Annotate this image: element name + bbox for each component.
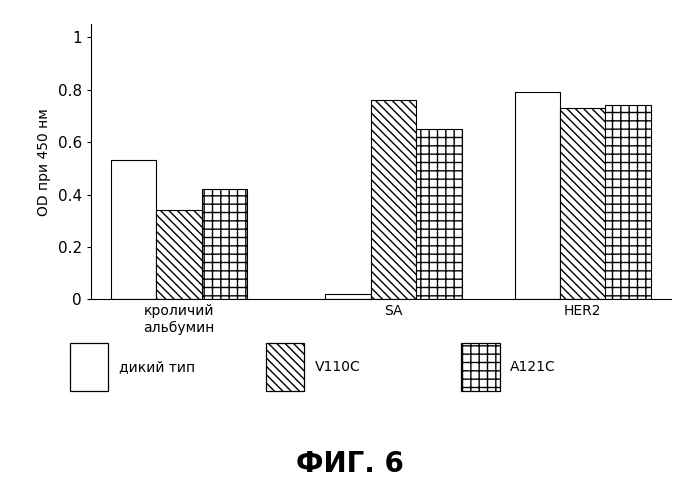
Bar [326,294,371,299]
Text: V110C: V110C [315,360,360,374]
Bar [560,108,605,299]
Text: дикий тип: дикий тип [119,360,195,374]
Bar [371,100,417,299]
Text: A121C: A121C [510,360,556,374]
Bar [417,129,461,299]
Y-axis label: OD при 450 нм: OD при 450 нм [36,108,50,216]
Bar [157,210,202,299]
Bar [605,105,651,299]
Bar [202,189,247,299]
Text: ФИГ. 6: ФИГ. 6 [296,450,403,478]
Bar [514,92,560,299]
Bar [111,160,157,299]
